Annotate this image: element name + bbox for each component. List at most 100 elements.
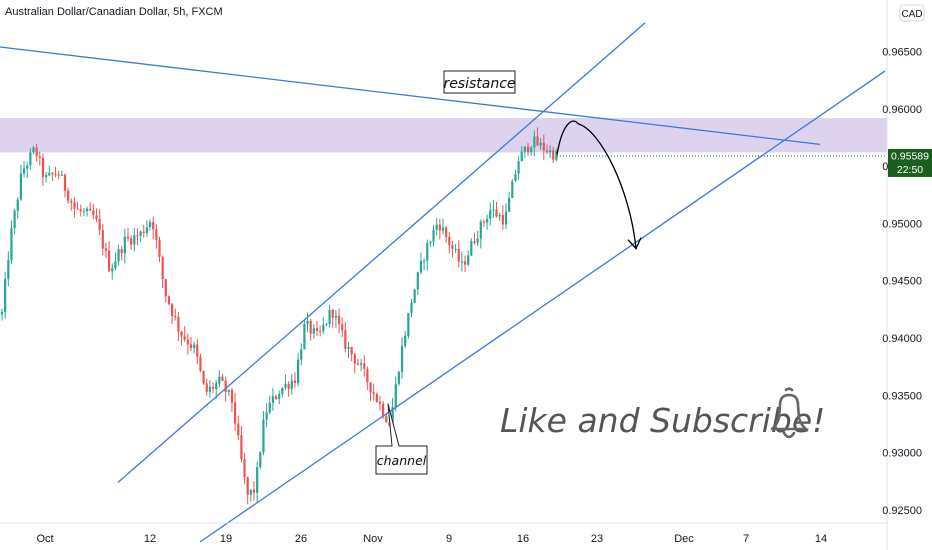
candle-body — [549, 150, 552, 153]
candle-body — [89, 208, 92, 211]
candle-body — [26, 165, 29, 169]
candle-body — [57, 174, 60, 176]
candle-body — [114, 261, 117, 269]
candle-body — [249, 489, 252, 495]
candle-body — [234, 402, 237, 424]
candle-body — [177, 316, 180, 332]
candle-body — [322, 324, 325, 332]
candle-body — [457, 248, 460, 262]
time-tick-label: 12 — [144, 533, 156, 545]
candle-body — [312, 328, 315, 334]
candle-body — [161, 256, 164, 279]
candle-body — [284, 383, 287, 388]
candle-body — [539, 142, 542, 146]
price-axis-bg — [887, 0, 932, 550]
candle-body — [41, 157, 45, 178]
candle-body — [306, 320, 309, 325]
candle-body — [104, 248, 108, 251]
cta-text: Like and Subscribe! — [500, 401, 825, 440]
resistance-trendline[interactable] — [0, 46, 821, 146]
candle-body — [256, 467, 259, 493]
candle-body — [189, 344, 193, 349]
candle-body — [145, 227, 148, 234]
candle-body — [120, 249, 123, 254]
bell-icon[interactable] — [770, 387, 808, 439]
candle-body — [536, 136, 539, 146]
candle-body — [489, 210, 492, 219]
candle-body — [416, 272, 419, 290]
price-tick-label: 0.92500 — [882, 505, 922, 517]
candle-body — [454, 248, 457, 250]
candle-body — [530, 147, 533, 153]
candle-body — [278, 394, 281, 400]
candle-body — [101, 230, 104, 249]
candle-body — [38, 156, 41, 158]
candle-body — [511, 180, 514, 198]
candle-body — [514, 173, 517, 181]
candle-body — [334, 315, 337, 318]
candle-body — [385, 416, 388, 423]
candle-body — [353, 354, 356, 364]
candle-body — [328, 309, 331, 324]
trendlines[interactable] — [0, 22, 886, 543]
channel-label: channel — [377, 453, 427, 468]
projection-arrowhead — [627, 237, 642, 250]
candle-body — [391, 407, 394, 426]
candle-body — [167, 296, 171, 305]
candle-body — [460, 261, 463, 263]
candle-body — [482, 221, 486, 223]
candle-body — [4, 278, 7, 313]
candle-body — [315, 328, 319, 332]
candle-body — [555, 151, 558, 160]
candles — [0, 127, 558, 505]
time-axis[interactable]: Oct 12 19 26 Nov 9 16 23 Dec 7 14 — [36, 533, 827, 545]
price-tick-label: 0.93000 — [882, 448, 922, 460]
candle-body — [375, 393, 378, 402]
candle-body — [423, 260, 426, 262]
candle-body — [79, 209, 82, 212]
candle-body — [463, 261, 467, 265]
time-tick-label: 9 — [446, 533, 452, 545]
candle-body — [300, 349, 303, 360]
candle-body — [274, 396, 278, 400]
candle-body — [268, 402, 271, 413]
chart-title: Australian Dollar/Canadian Dollar, 5h, F… — [5, 6, 223, 18]
candle-body — [208, 386, 211, 392]
candle-body — [271, 396, 274, 403]
candle-body — [215, 383, 218, 389]
price-tick-label: 0.96000 — [882, 104, 922, 116]
candle-body — [35, 147, 38, 157]
candle-body — [331, 309, 334, 318]
candle-body — [297, 359, 300, 384]
price-tick-label: 0.93500 — [882, 390, 922, 402]
candle-body — [290, 380, 293, 389]
candle-body — [360, 363, 363, 365]
candle-body — [552, 150, 555, 160]
currency-badge[interactable] — [899, 4, 925, 22]
countdown-value: 22:50 — [897, 164, 923, 176]
candle-body — [369, 382, 372, 393]
last-price-value: 0.95589 — [891, 150, 929, 162]
candle-body — [504, 211, 508, 225]
last-price-tag — [888, 148, 932, 177]
candle-body — [259, 452, 262, 468]
candle-body — [501, 215, 504, 225]
candle-body — [202, 370, 205, 384]
candle-body — [148, 222, 152, 228]
candle-body — [319, 331, 322, 333]
price-tick-label: 0.96500 — [882, 47, 922, 59]
candle-body — [372, 392, 375, 394]
currency-label: CAD — [901, 9, 922, 20]
candle-body — [545, 150, 549, 153]
price-tick-label: 0.95000 — [882, 218, 922, 230]
candle-body — [237, 423, 240, 436]
candle-body — [467, 255, 470, 265]
channel-upper[interactable] — [117, 22, 646, 483]
time-tick-label: 14 — [815, 533, 827, 545]
candle-body — [48, 172, 51, 176]
candle-body — [199, 356, 202, 371]
candle-body — [287, 383, 290, 389]
channel-lower[interactable] — [199, 70, 886, 543]
